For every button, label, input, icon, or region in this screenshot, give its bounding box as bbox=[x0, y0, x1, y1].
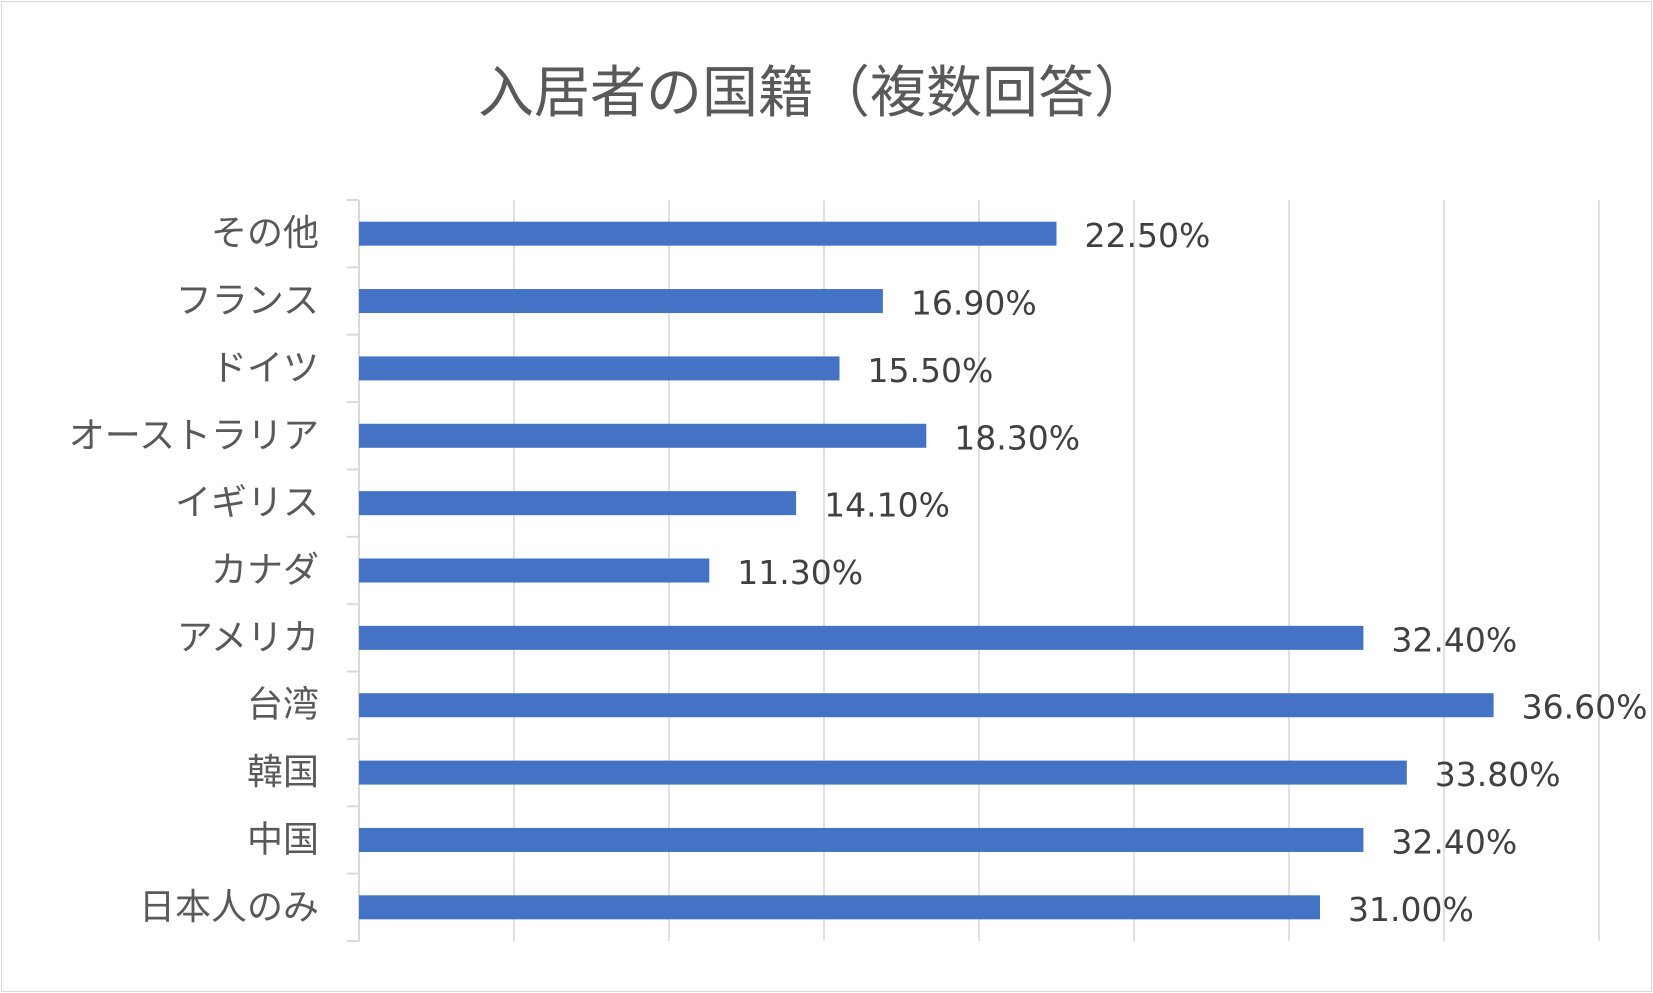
bars bbox=[359, 221, 1494, 920]
data-label: 32.40% bbox=[1391, 620, 1517, 659]
chart-title: 入居者の国籍（複数回答） bbox=[478, 61, 1150, 126]
bar bbox=[359, 827, 1364, 852]
bar bbox=[359, 693, 1494, 718]
category-label: フランス bbox=[176, 281, 319, 322]
bar bbox=[359, 558, 710, 583]
data-label: 15.50% bbox=[868, 351, 994, 390]
data-label: 11.30% bbox=[737, 553, 863, 592]
bar bbox=[359, 760, 1407, 785]
category-label: 中国 bbox=[247, 819, 319, 860]
data-label: 33.80% bbox=[1435, 755, 1561, 794]
data-label: 16.90% bbox=[911, 284, 1037, 323]
category-label: オーストラリア bbox=[69, 415, 319, 456]
category-label: ドイツ bbox=[211, 348, 319, 389]
bar bbox=[359, 423, 927, 448]
data-labels: 22.50% 16.90% 15.50% 18.30%14.10% 11.30% 32.4… bbox=[737, 216, 1647, 929]
category-label: アメリカ bbox=[177, 617, 319, 658]
category-label: イギリス bbox=[175, 483, 319, 524]
data-label: 22.50% bbox=[1085, 216, 1211, 255]
bar bbox=[359, 625, 1364, 650]
data-label: 31.00% bbox=[1348, 890, 1474, 929]
data-label: 18.30% bbox=[954, 418, 1080, 457]
data-label: 36.60% bbox=[1522, 688, 1648, 727]
bar bbox=[359, 491, 797, 516]
category-label: 台湾 bbox=[247, 685, 319, 726]
bar bbox=[359, 895, 1320, 920]
category-label: その他 bbox=[211, 213, 319, 254]
data-label: 14.10% bbox=[824, 486, 950, 525]
category-label: 韓国 bbox=[247, 752, 319, 793]
gridlines bbox=[347, 199, 1600, 942]
data-label: 32.40% bbox=[1391, 822, 1517, 861]
bar bbox=[359, 221, 1057, 246]
category-label: カナダ bbox=[211, 550, 319, 591]
bar bbox=[359, 289, 883, 314]
category-label: 日本人のみ bbox=[139, 887, 319, 928]
bar bbox=[359, 356, 840, 381]
